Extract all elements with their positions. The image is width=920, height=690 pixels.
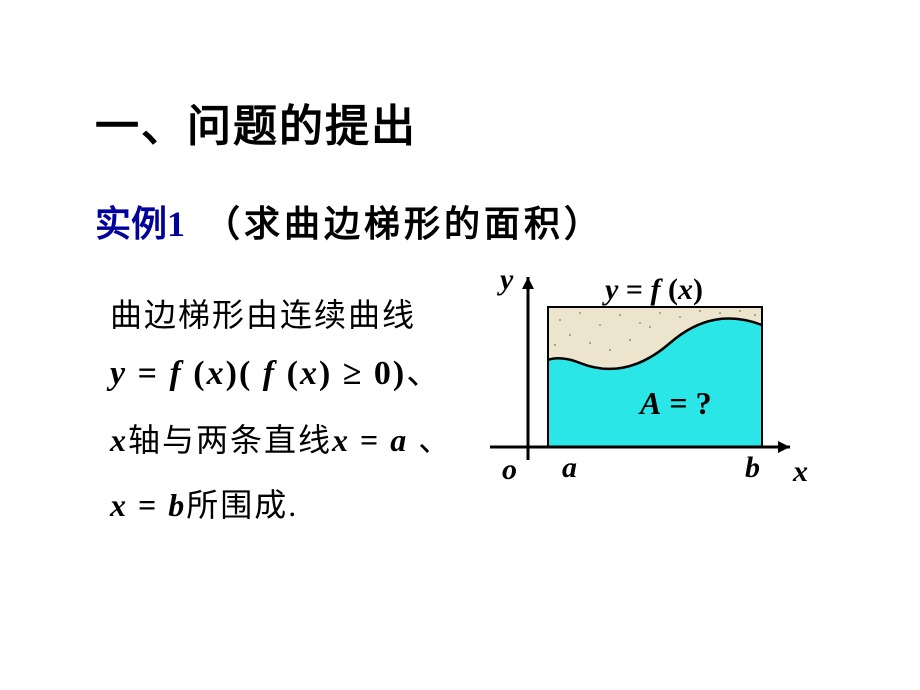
- area-label: A = ?: [640, 385, 712, 422]
- function-label: y = f (x): [605, 273, 703, 307]
- body-line-3: x轴与两条直线x = a 、: [110, 415, 452, 461]
- section-heading: 一、问题的提出: [95, 90, 417, 154]
- example-line: 实例1 （求曲边梯形的面积）: [95, 195, 604, 247]
- body-line-4: x = b所围成.: [110, 480, 298, 526]
- math-y: y: [110, 355, 127, 392]
- b-label: b: [745, 451, 760, 485]
- body-line-1: 曲边梯形由连续曲线: [110, 290, 416, 336]
- x-axis-label: x: [793, 455, 808, 489]
- example-paren: （求曲边梯形的面积）: [204, 204, 604, 244]
- math-x-axis: x: [110, 422, 128, 458]
- example-label: 实例1: [95, 204, 185, 244]
- y-axis-label: y: [500, 263, 513, 297]
- origin-label: o: [502, 453, 517, 487]
- body-line-2: y = f (x)( f (x) ≥ 0)、: [110, 345, 442, 394]
- a-label: a: [562, 451, 577, 485]
- curvilinear-trapezoid-diagram: y y = f (x) A = ? o a b x: [490, 265, 830, 495]
